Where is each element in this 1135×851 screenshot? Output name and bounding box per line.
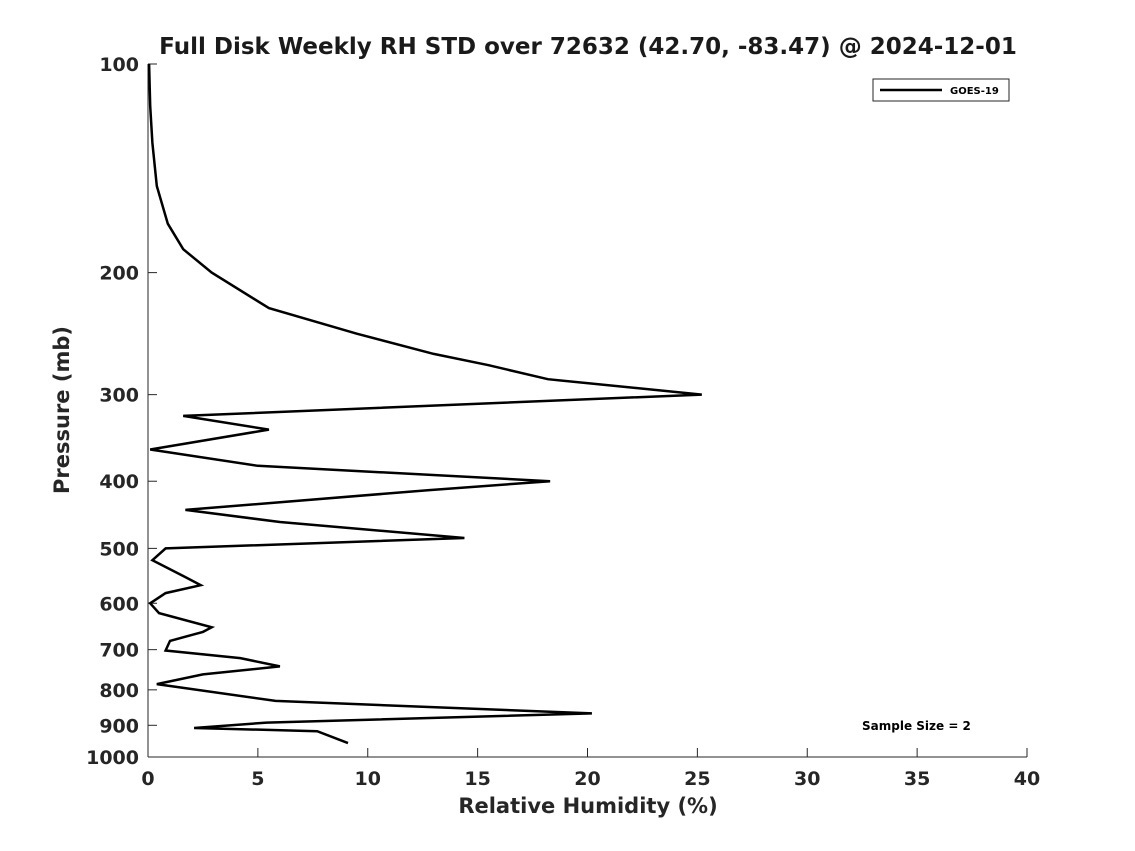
y-tick-label: 900 [99,715,139,737]
x-tick-label: 10 [355,768,381,790]
x-tick-label: 40 [1014,768,1040,790]
x-tick-label: 35 [904,768,930,790]
x-tick-label: 20 [574,768,600,790]
y-tick-label: 1000 [86,747,139,769]
y-tick-label: 700 [99,640,139,662]
y-ticks: 100 200 300 400 500 600 700 800 900 1000 [86,54,157,769]
legend-label-goes-19: GOES-19 [950,86,999,97]
series-line-goes-19 [147,63,702,745]
chart-title: Full Disk Weekly RH STD over 72632 (42.7… [159,34,1017,60]
x-tick-label: 15 [464,768,490,790]
y-tick-label: 100 [99,54,139,76]
plot-area: 0 5 10 15 20 25 30 35 40 100 200 300 400 500 600 700 80… [86,54,1040,790]
x-tick-label: 30 [794,768,820,790]
y-tick-label: 400 [99,471,139,493]
sample-size-annotation: Sample Size = 2 [862,719,971,733]
x-tick-label: 0 [141,768,154,790]
y-tick-label: 600 [99,593,139,615]
x-axis-label: Relative Humidity (%) [458,794,717,818]
y-axis-label: Pressure (mb) [50,326,74,494]
y-tick-label: 300 [99,385,139,407]
y-tick-label: 500 [99,538,139,560]
y-tick-label: 200 [99,263,139,285]
x-tick-label: 5 [251,768,264,790]
x-tick-label: 25 [684,768,710,790]
legend: GOES-19 [872,78,1010,102]
series-layer [147,63,702,745]
y-tick-label: 800 [99,680,139,702]
x-ticks: 0 5 10 15 20 25 30 35 40 [141,748,1040,790]
